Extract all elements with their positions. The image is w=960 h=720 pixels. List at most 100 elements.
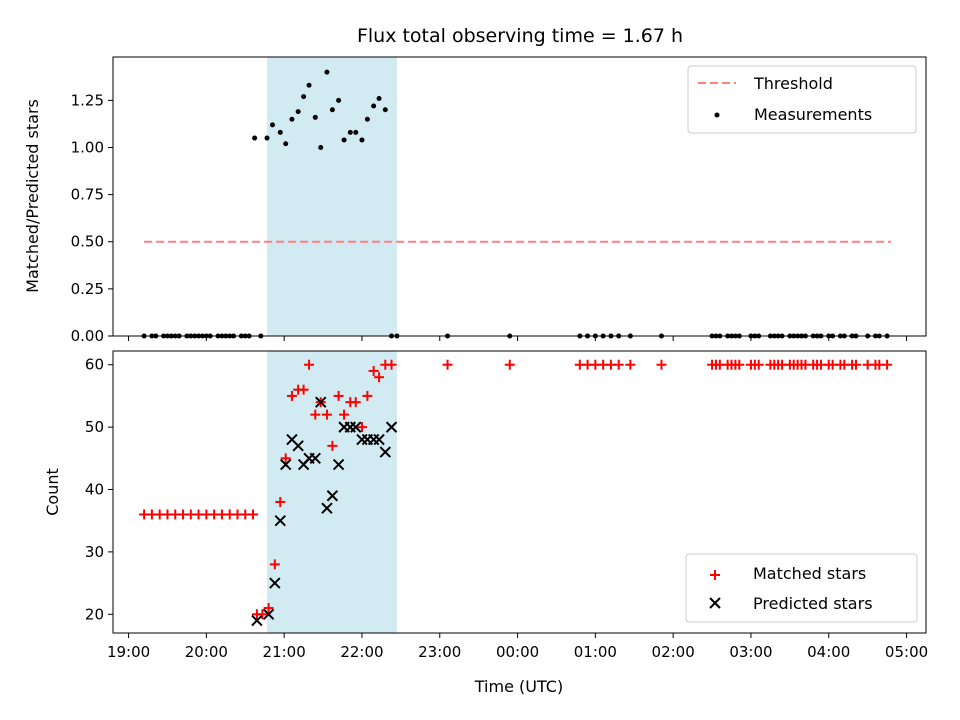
matched-star-point: [310, 409, 321, 420]
top-legend: Threshold Measurements: [687, 65, 917, 134]
x-axis-label: Time (UTC): [474, 677, 563, 696]
predicted-star-point: [251, 614, 263, 627]
matched-star-point: [656, 359, 667, 370]
matched-star-point: [321, 409, 332, 420]
x-tick-label: 23:00: [418, 643, 461, 661]
measurement-point: [306, 82, 312, 88]
top-y-ticks: 0.00 0.25 0.50 0.75 1.00 1.25: [71, 91, 113, 345]
measurement-point: [264, 135, 270, 141]
measurement-point: [301, 94, 307, 100]
x-tick-label: 05:00: [885, 643, 928, 661]
bottom-y-tick-label: 50: [85, 418, 104, 436]
legend-matched-label: Matched stars: [753, 564, 866, 583]
x-tick-label: 19:00: [107, 643, 150, 661]
matched-star-point: [613, 359, 624, 370]
matched-star-point: [753, 359, 764, 370]
measurement-point: [252, 135, 258, 141]
matched-star-point: [350, 397, 361, 408]
bottom-y-ticks: 20 30 40 50 60: [85, 356, 113, 623]
matched-star-point: [339, 409, 350, 420]
matched-star-point: [356, 422, 367, 433]
bottom-y-tick-label: 20: [85, 605, 104, 623]
matched-star-point: [368, 365, 379, 376]
matched-star-point: [374, 372, 385, 383]
legend-matched-swatch: [710, 570, 720, 580]
bottom-legend: Matched stars Predicted stars: [685, 553, 918, 623]
predicted-star-point: [326, 490, 339, 502]
bottom-y-tick-label: 60: [85, 356, 104, 374]
bottom-x-ticks: 19:00 20:00 21:00 22:00 23:00 00:00 01:00 02:00…: [107, 633, 928, 661]
bottom-y-axis-label: Count: [43, 468, 62, 516]
x-tick-label: 00:00: [496, 643, 539, 661]
predicted-star-point: [385, 421, 398, 433]
measurement-point: [364, 116, 370, 122]
matched-star-point: [248, 509, 259, 520]
predicted-star-point: [309, 452, 321, 465]
measurement-point: [289, 116, 295, 122]
x-tick-label: 22:00: [340, 643, 383, 661]
top-axes-frame: [112, 56, 927, 337]
measurement-point: [269, 122, 275, 128]
measurement-point: [312, 114, 318, 120]
matched-star-point: [882, 359, 893, 370]
predicted-star-point: [269, 577, 281, 589]
top-y-tick-label: 1.00: [71, 138, 104, 156]
bottom-y-tick-label: 40: [85, 481, 104, 499]
matched-star-point: [269, 559, 280, 570]
matched-star-point: [362, 390, 373, 401]
bottom-points: [139, 359, 893, 627]
x-tick-label: 04:00: [807, 643, 850, 661]
matched-star-point: [275, 496, 286, 507]
matched-star-point: [625, 359, 636, 370]
matched-star-point: [286, 390, 297, 401]
x-tick-label: 03:00: [729, 643, 772, 661]
bottom-panel: 20 30 40 50 60 19:00 20:00 21:00 22:00 23:00 00:0…: [43, 350, 928, 696]
predicted-star-point: [262, 608, 275, 620]
legend-predicted-swatch: [709, 597, 721, 609]
bottom-axes-frame: [112, 350, 927, 634]
top-y-axis-label: Matched/Predicted stars: [23, 99, 42, 293]
top-y-tick-label: 0.25: [71, 280, 104, 298]
chart-title: Flux total observing time = 1.67 h: [357, 25, 683, 47]
measurement-point: [382, 107, 388, 113]
matched-star-point: [304, 359, 315, 370]
bottom-legend-box: [685, 553, 918, 623]
measurement-point: [347, 129, 353, 135]
measurement-point: [376, 95, 382, 101]
x-tick-label: 02:00: [652, 643, 695, 661]
matched-star-point: [263, 603, 274, 614]
measurement-point: [295, 109, 301, 115]
top-legend-box: [687, 65, 917, 134]
measurement-point: [277, 129, 283, 135]
matched-star-point: [850, 359, 861, 370]
legend-measurements-label: Measurements: [754, 105, 872, 124]
bottom-y-tick-label: 30: [85, 543, 104, 561]
predicted-star-point: [373, 433, 385, 446]
predicted-star-point: [350, 421, 362, 433]
matched-star-point: [504, 359, 515, 370]
legend-threshold-label: Threshold: [753, 74, 833, 93]
legend-measurements-swatch: [714, 112, 720, 118]
measurement-point: [329, 107, 335, 113]
bottom-highlight-span: [267, 351, 397, 633]
top-y-tick-label: 0.50: [71, 233, 104, 251]
measurement-point: [283, 141, 289, 147]
matched-star-point: [442, 359, 453, 370]
predicted-star-point: [280, 458, 292, 471]
measurement-point: [336, 97, 342, 103]
top-highlight-span: [267, 57, 397, 336]
matched-star-point: [298, 384, 309, 395]
predicted-star-point: [274, 514, 286, 527]
predicted-star-point: [321, 502, 333, 514]
measurement-point: [341, 137, 347, 143]
matched-star-point: [257, 609, 268, 620]
top-panel: 0.00 0.25 0.50 0.75 1.00 1.25 Matched/Predict…: [23, 56, 927, 345]
top-x-ticks: [128, 336, 908, 341]
matched-star-point: [280, 453, 291, 464]
measurement-point: [353, 129, 359, 135]
x-tick-label: 21:00: [263, 643, 306, 661]
predicted-star-point: [315, 396, 327, 408]
matched-star-point: [333, 390, 344, 401]
matched-star-point: [386, 359, 397, 370]
